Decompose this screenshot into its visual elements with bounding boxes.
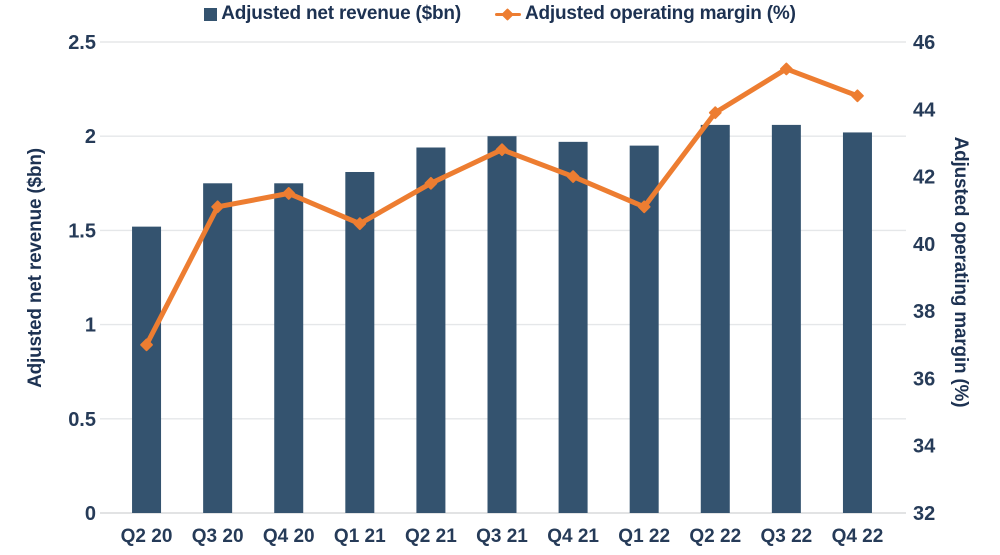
line-point-q4-22 bbox=[851, 89, 864, 103]
bar-q2-22 bbox=[700, 124, 730, 513]
x-axis-label: Q1 22 bbox=[618, 526, 670, 547]
right-axis-tick-label: 44 bbox=[913, 99, 936, 121]
line-point-q1-22 bbox=[637, 200, 651, 214]
right-axis-tick-label: 38 bbox=[913, 301, 935, 323]
line-series-diamond-icon bbox=[494, 7, 521, 21]
line-point-q4-20 bbox=[282, 187, 296, 200]
line-point-q4-21 bbox=[566, 170, 580, 183]
x-axis-label: Q1 21 bbox=[334, 526, 386, 547]
x-axis-label: Q2 21 bbox=[405, 526, 457, 547]
bar-q3-22 bbox=[771, 124, 801, 513]
line-point-q3-22 bbox=[779, 62, 793, 76]
right-axis-tick-label: 36 bbox=[913, 368, 935, 390]
x-axis-label: Q3 22 bbox=[760, 526, 812, 547]
x-axis-label: Q4 22 bbox=[832, 526, 884, 547]
right-axis-tick-label: 40 bbox=[913, 234, 935, 256]
left-axis-tick-label: 0.5 bbox=[68, 409, 96, 431]
bar-q2-20 bbox=[132, 226, 162, 513]
chart-legend: Adjusted net revenue ($bn) Adjusted oper… bbox=[0, 3, 1000, 25]
right-axis-title: Adjusted operating margin (%) bbox=[950, 136, 971, 408]
bar-q3-20 bbox=[203, 183, 233, 514]
legend-item-operating-margin: Adjusted operating margin (%) bbox=[494, 3, 796, 25]
bar-q4-21 bbox=[558, 141, 588, 514]
bar-series-square-icon bbox=[204, 7, 218, 21]
x-axis-label: Q3 20 bbox=[192, 526, 244, 547]
legend-label-net-revenue: Adjusted net revenue ($bn) bbox=[221, 3, 461, 24]
bar-q4-20 bbox=[274, 183, 304, 514]
right-axis-tick-label: 32 bbox=[913, 503, 935, 525]
x-axis-label: Q3 21 bbox=[476, 526, 528, 547]
line-point-q2-21 bbox=[424, 176, 438, 190]
x-axis-label: Q2 20 bbox=[121, 526, 173, 547]
bar-q4-22 bbox=[842, 132, 872, 513]
line-point-q3-20 bbox=[211, 200, 225, 214]
line-point-q2-20 bbox=[140, 338, 153, 352]
bar-q3-21 bbox=[487, 136, 517, 513]
left-axis-tick-label: 1.5 bbox=[68, 220, 96, 242]
right-axis-tick-label: 46 bbox=[913, 32, 935, 54]
right-axis-tick-label: 34 bbox=[913, 436, 936, 458]
x-axis-label: Q4 21 bbox=[547, 526, 599, 547]
legend-item-net-revenue: Adjusted net revenue ($bn) bbox=[204, 3, 461, 25]
left-axis-tick-label: 1 bbox=[85, 315, 96, 337]
left-axis-title: Adjusted net revenue ($bn) bbox=[25, 148, 46, 388]
left-axis-tick-label: 2 bbox=[85, 126, 96, 148]
right-axis-tick-label: 42 bbox=[913, 167, 935, 189]
x-axis-label: Q2 22 bbox=[689, 526, 741, 547]
x-axis-label: Q4 20 bbox=[263, 526, 315, 547]
bar-q2-21 bbox=[416, 147, 446, 513]
left-axis-tick-label: 2.5 bbox=[68, 32, 96, 54]
left-axis-tick-label: 0 bbox=[85, 503, 96, 525]
line-point-q1-21 bbox=[353, 217, 367, 231]
legend-label-operating-margin: Adjusted operating margin (%) bbox=[524, 3, 796, 24]
line-point-q3-21 bbox=[495, 143, 509, 157]
line-point-q2-22 bbox=[708, 106, 722, 120]
